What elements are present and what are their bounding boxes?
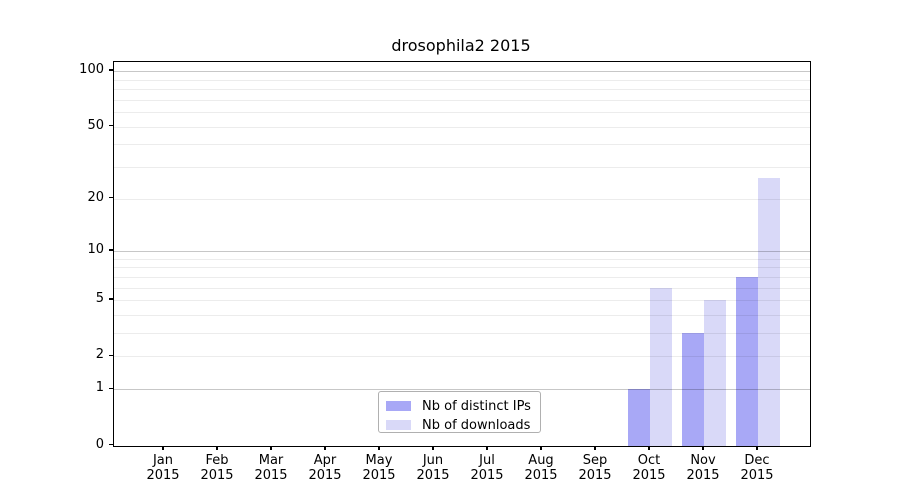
x-tick-label-dec: Dec 2015 xyxy=(740,452,774,484)
y-tick-mark xyxy=(109,196,113,199)
gridline-major xyxy=(114,71,810,73)
gridline-minor xyxy=(114,79,810,81)
gridline-minor xyxy=(114,300,810,302)
x-tick-mark xyxy=(162,446,164,450)
y-tick-label: 20 xyxy=(87,189,104,205)
legend: Nb of distinct IPs Nb of downloads xyxy=(378,391,541,433)
y-tick-label: 1 xyxy=(95,380,104,396)
x-tick-label-jun: Jun 2015 xyxy=(416,452,450,484)
gridline-minor xyxy=(114,258,810,260)
gridline-major xyxy=(114,251,810,252)
plot-area xyxy=(113,61,811,447)
gridline-minor xyxy=(114,166,810,168)
x-tick-mark xyxy=(324,446,326,450)
y-tick-mark xyxy=(109,443,113,446)
y-tick-label: 50 xyxy=(87,117,104,133)
gridline-minor xyxy=(114,89,810,90)
legend-swatch-downloads xyxy=(386,420,411,430)
x-tick-mark xyxy=(432,446,434,450)
gridline-minor xyxy=(114,356,810,358)
bar-downloads-oct xyxy=(650,287,672,446)
gridline-minor xyxy=(114,99,810,101)
x-tick-mark xyxy=(270,446,272,450)
legend-label-downloads: Nb of downloads xyxy=(422,417,531,433)
gridline-minor xyxy=(114,287,810,289)
y-tick-mark xyxy=(109,249,113,251)
y-tick-mark xyxy=(109,387,113,389)
x-tick-label-sep: Sep 2015 xyxy=(578,452,612,484)
x-tick-mark xyxy=(648,446,650,450)
x-tick-mark xyxy=(216,446,218,450)
gridline-minor xyxy=(114,144,810,146)
x-tick-label-jan: Jan 2015 xyxy=(146,452,180,484)
y-tick-mark xyxy=(109,124,113,127)
x-tick-label-apr: Apr 2015 xyxy=(308,452,342,484)
x-tick-mark xyxy=(756,446,758,450)
gridline-minor xyxy=(114,333,810,334)
y-tick-label: 10 xyxy=(87,242,104,257)
legend-label-distinct-ips: Nb of distinct IPs xyxy=(422,398,531,414)
chart-title: drosophila2 2015 xyxy=(391,36,531,55)
bar-distinct-ips-nov xyxy=(682,333,704,446)
x-tick-label-aug: Aug 2015 xyxy=(524,452,558,484)
x-tick-mark xyxy=(702,446,704,450)
x-tick-label-nov: Nov 2015 xyxy=(686,452,720,484)
y-tick-mark xyxy=(109,298,113,300)
bar-downloads-nov xyxy=(704,300,726,446)
bar-distinct-ips-oct xyxy=(628,389,650,446)
x-tick-mark xyxy=(378,446,380,450)
x-tick-mark xyxy=(594,446,596,450)
y-tick-label: 0 xyxy=(95,436,104,452)
x-tick-label-oct: Oct 2015 xyxy=(632,452,666,484)
x-tick-label-may: May 2015 xyxy=(362,452,396,484)
gridline-minor xyxy=(114,198,810,200)
x-tick-mark xyxy=(540,446,542,450)
gridline-minor xyxy=(114,267,810,269)
legend-item-downloads: Nb of downloads xyxy=(386,417,531,433)
y-tick-mark xyxy=(109,69,113,71)
legend-swatch-distinct-ips xyxy=(386,401,411,411)
legend-item-distinct-ips: Nb of distinct IPs xyxy=(386,398,531,414)
y-tick-label: 2 xyxy=(95,347,104,363)
y-tick-label: 5 xyxy=(95,291,104,307)
y-tick-label: 100 xyxy=(79,62,104,78)
gridline-minor xyxy=(114,314,810,316)
bar-downloads-dec xyxy=(758,178,780,446)
gridline-minor xyxy=(114,112,810,113)
gridline-minor xyxy=(114,126,810,128)
x-tick-mark xyxy=(486,446,488,450)
y-tick-mark xyxy=(109,354,113,357)
bar-distinct-ips-dec xyxy=(736,276,758,446)
x-tick-label-mar: Mar 2015 xyxy=(254,452,288,484)
x-tick-label-jul: Jul 2015 xyxy=(470,452,504,484)
x-tick-label-feb: Feb 2015 xyxy=(200,452,234,484)
gridline-major xyxy=(114,389,810,391)
gridline-minor xyxy=(114,276,810,278)
